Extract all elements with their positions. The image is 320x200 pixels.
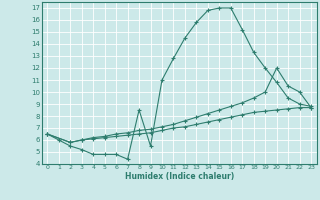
X-axis label: Humidex (Indice chaleur): Humidex (Indice chaleur) xyxy=(124,172,234,181)
